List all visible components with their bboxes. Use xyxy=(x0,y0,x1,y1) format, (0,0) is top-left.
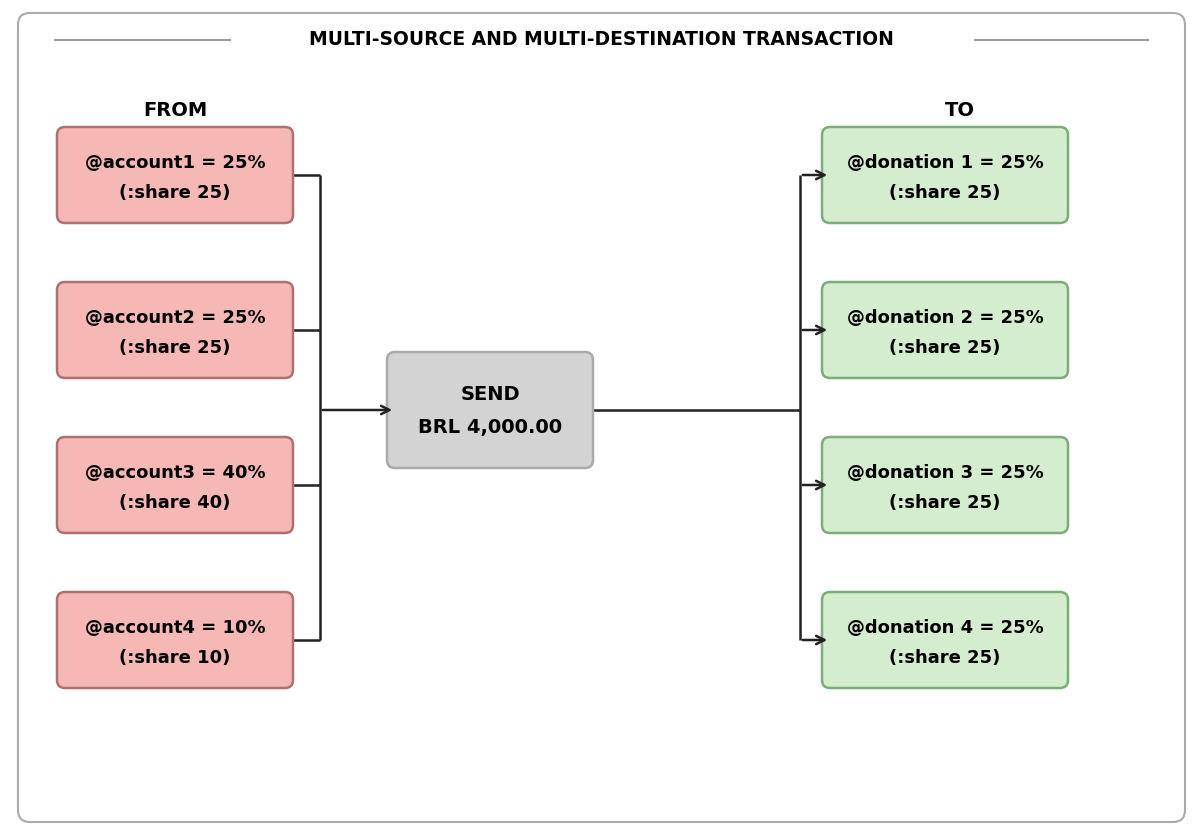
Text: @donation 4 = 25%: @donation 4 = 25% xyxy=(847,619,1043,637)
FancyBboxPatch shape xyxy=(387,352,593,468)
FancyBboxPatch shape xyxy=(57,282,294,378)
Text: (:share 25): (:share 25) xyxy=(889,184,1001,202)
Text: (:share 25): (:share 25) xyxy=(889,494,1001,512)
Text: @account1 = 25%: @account1 = 25% xyxy=(84,154,266,172)
Text: (:share 25): (:share 25) xyxy=(119,339,231,357)
Text: @account2 = 25%: @account2 = 25% xyxy=(84,309,266,327)
Text: FROM: FROM xyxy=(143,100,207,120)
Text: TO: TO xyxy=(946,100,974,120)
Text: @account4 = 10%: @account4 = 10% xyxy=(84,619,266,637)
FancyBboxPatch shape xyxy=(822,592,1068,688)
Text: @account3 = 40%: @account3 = 40% xyxy=(84,464,266,482)
Text: BRL 4,000.00: BRL 4,000.00 xyxy=(417,418,562,437)
Text: (:share 25): (:share 25) xyxy=(889,649,1001,667)
Text: @donation 1 = 25%: @donation 1 = 25% xyxy=(847,154,1043,172)
FancyBboxPatch shape xyxy=(57,592,294,688)
Text: @donation 3 = 25%: @donation 3 = 25% xyxy=(847,464,1043,482)
FancyBboxPatch shape xyxy=(822,282,1068,378)
Text: @donation 2 = 25%: @donation 2 = 25% xyxy=(847,309,1043,327)
Text: (:share 40): (:share 40) xyxy=(119,494,231,512)
Text: MULTI-SOURCE AND MULTI-DESTINATION TRANSACTION: MULTI-SOURCE AND MULTI-DESTINATION TRANS… xyxy=(308,31,894,50)
FancyBboxPatch shape xyxy=(18,13,1185,822)
FancyBboxPatch shape xyxy=(822,127,1068,223)
Text: (:share 25): (:share 25) xyxy=(889,339,1001,357)
FancyBboxPatch shape xyxy=(822,437,1068,533)
FancyBboxPatch shape xyxy=(57,437,294,533)
Text: (:share 25): (:share 25) xyxy=(119,184,231,202)
Text: SEND: SEND xyxy=(461,384,520,403)
Text: (:share 10): (:share 10) xyxy=(119,649,231,667)
FancyBboxPatch shape xyxy=(57,127,294,223)
